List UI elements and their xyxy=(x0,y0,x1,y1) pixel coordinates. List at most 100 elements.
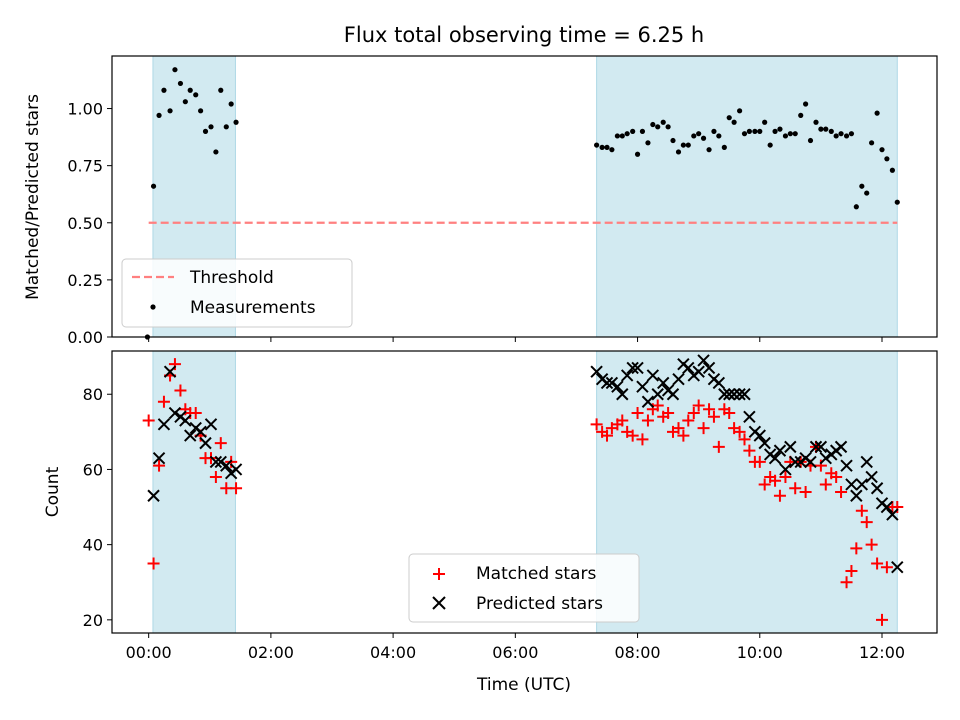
measurement-point xyxy=(716,133,722,139)
measurement-point xyxy=(746,128,752,134)
predicted-star-point xyxy=(194,425,207,439)
measurement-point xyxy=(685,142,691,148)
predicted-star-point xyxy=(723,388,736,401)
matched-star-point xyxy=(733,425,746,438)
measurement-point xyxy=(787,131,793,137)
matched-star-point xyxy=(845,564,858,577)
matched-star-point xyxy=(758,478,771,491)
measurement-point xyxy=(193,92,199,98)
measurement-point xyxy=(691,133,697,139)
predicted-star-point xyxy=(147,489,160,502)
measurement-point xyxy=(630,128,636,134)
x-tick-label: 10:00 xyxy=(737,643,783,662)
measurement-point xyxy=(782,133,789,139)
predicted-star-point xyxy=(743,410,756,424)
predicted-star-point xyxy=(651,388,664,401)
predicted-star-point xyxy=(850,489,863,502)
predicted-star-point xyxy=(590,365,603,378)
predicted-legend-swatch xyxy=(432,596,446,610)
measurement-point xyxy=(700,135,707,141)
measurement-point xyxy=(172,67,178,73)
predicted-star-point xyxy=(631,361,644,375)
measurement-point xyxy=(665,124,671,130)
matched-star-point xyxy=(871,557,884,570)
matched-legend-swatch xyxy=(433,568,445,580)
measurement-point xyxy=(792,131,798,137)
predicted-star-point xyxy=(163,365,177,378)
matched-star-point xyxy=(830,470,843,483)
measurement-point xyxy=(599,144,605,150)
measurement-point xyxy=(670,137,676,144)
predicted-star-point xyxy=(682,361,695,375)
matched-star-point xyxy=(789,482,802,495)
predicted-star-point xyxy=(626,361,639,375)
measurement-point xyxy=(655,124,661,130)
predicted-star-point xyxy=(840,459,853,472)
predicted-star-point xyxy=(636,380,649,393)
measurement-point xyxy=(706,147,712,153)
measurement-point xyxy=(634,151,641,157)
matched-star-point xyxy=(697,422,710,435)
predicted-star-point xyxy=(809,440,823,454)
measurement-point xyxy=(167,108,173,114)
matched-star-point xyxy=(636,433,649,446)
bottom-y-tick-label: 40 xyxy=(83,536,103,555)
predicted-star-point xyxy=(702,361,716,375)
measurement-point xyxy=(757,128,763,134)
predicted-star-point xyxy=(855,478,869,491)
matched-star-point xyxy=(214,437,227,450)
measurement-point xyxy=(772,128,778,134)
predicted-star-point xyxy=(214,455,227,469)
top-plot-frame xyxy=(111,55,938,338)
measurement-point xyxy=(594,142,600,148)
measurement-point xyxy=(803,101,809,107)
measurement-point xyxy=(711,128,717,134)
measurement-point xyxy=(198,108,204,114)
matched-star-point xyxy=(651,399,664,412)
matched-star-point xyxy=(174,384,187,397)
measurement-point xyxy=(619,133,625,139)
matched-star-point xyxy=(601,429,613,442)
measurement-point xyxy=(609,147,615,153)
measurement-point xyxy=(604,144,610,150)
matched-star-point xyxy=(230,482,243,495)
chart-title: Flux total observing time = 6.25 h xyxy=(344,23,704,47)
predicted-star-point xyxy=(600,376,614,390)
predicted-star-point xyxy=(865,470,878,484)
predicted-star-point xyxy=(819,451,832,465)
measurement-point xyxy=(161,87,167,93)
predicted-star-point xyxy=(229,463,243,476)
predicted-star-point xyxy=(758,436,771,450)
matched-star-point xyxy=(590,418,603,431)
measurement-point xyxy=(645,140,651,146)
matched-star-point xyxy=(850,542,863,555)
measurement-point xyxy=(228,101,234,107)
measurement-point xyxy=(187,87,193,93)
matched-star-point xyxy=(189,407,202,420)
predicted-star-point xyxy=(886,508,899,521)
matched-star-point xyxy=(687,407,700,420)
bottom-plot-frame xyxy=(111,350,938,634)
matched-star-point xyxy=(677,429,690,442)
matched-star-point xyxy=(876,613,888,626)
predicted-star-point xyxy=(789,455,802,469)
measurement-point xyxy=(680,142,686,148)
predicted-star-point xyxy=(784,440,797,454)
predicted-star-point xyxy=(738,388,751,401)
predicted-star-point xyxy=(605,376,619,390)
measurement-point xyxy=(818,126,824,132)
bottom-y-axis-label: Count xyxy=(43,466,63,517)
predicted-star-point xyxy=(733,388,746,401)
x-axis-label: Time (UTC) xyxy=(476,675,571,695)
predicted-star-point xyxy=(666,388,680,401)
matched-star-point xyxy=(819,478,832,491)
x-tick-label: 06:00 xyxy=(492,643,538,662)
matched-star-point xyxy=(682,414,695,427)
predicted-star-point xyxy=(616,388,629,401)
predicted-star-point xyxy=(209,455,223,469)
top-legend: Threshold Measurements xyxy=(121,258,353,328)
x-tick-label: 04:00 xyxy=(370,643,416,662)
top-y-tick-label: 0.75 xyxy=(67,157,103,176)
predicted-star-point xyxy=(220,459,233,472)
top-y-tick-label: 0.00 xyxy=(67,328,103,347)
